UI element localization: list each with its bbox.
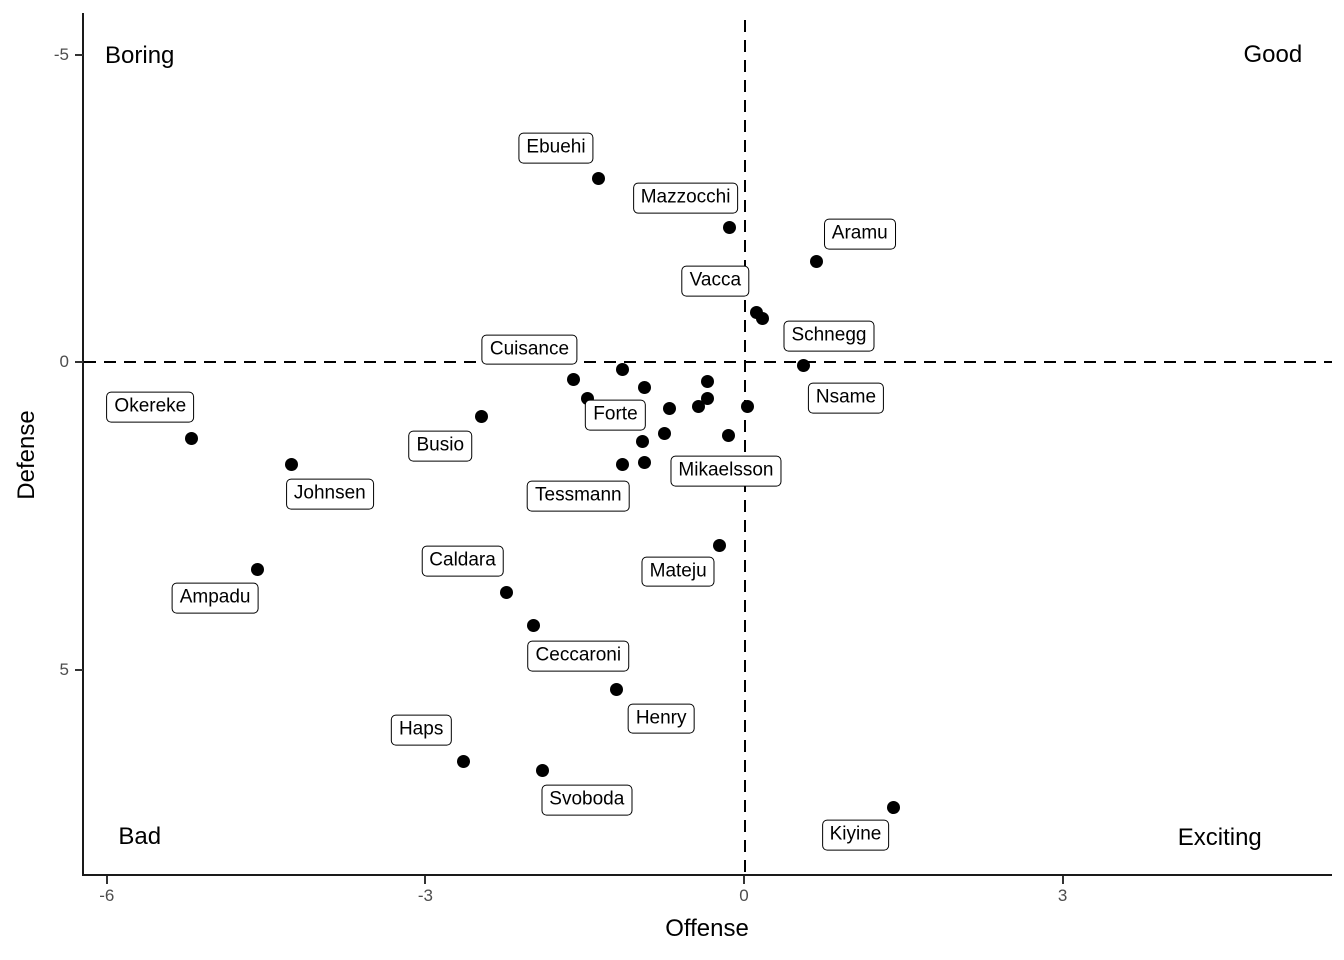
point-johnsen: [285, 457, 299, 471]
quadrant-label-boring: Boring: [105, 41, 175, 69]
point-okereke: [185, 431, 199, 445]
point-haps: [457, 754, 471, 768]
offense-zero-reference-line: [743, 20, 746, 874]
point-henry: [610, 683, 624, 697]
point-kiyine: [887, 800, 901, 814]
point-ceccaroni: [527, 618, 541, 632]
x-tick-label-3: 3: [1057, 886, 1068, 905]
label-caldara: Caldara: [421, 545, 504, 577]
x-tick--3: [424, 876, 427, 884]
label-mateju: Mateju: [641, 556, 715, 588]
label-henry: Henry: [627, 703, 695, 735]
quadrant-label-exciting: Exciting: [1177, 824, 1262, 851]
x-axis-line: [82, 874, 1332, 876]
point-nsame: [740, 399, 754, 413]
point-unlabeled: [637, 456, 651, 470]
label-aramu: Aramu: [823, 218, 896, 250]
y-tick-5: [75, 668, 83, 671]
label-haps: Haps: [390, 714, 452, 746]
point-unlabeled: [616, 363, 630, 377]
point-unlabeled: [657, 427, 671, 441]
y-tick-0: [75, 361, 83, 363]
point-busio: [475, 410, 489, 424]
label-mikaelsson: Mikaelsson: [670, 455, 782, 487]
point-ebuehi: [592, 172, 605, 186]
point-svoboda: [535, 764, 549, 778]
point-cuisance: [566, 373, 580, 387]
label-forte: Forte: [585, 399, 646, 431]
point-ampadu: [251, 563, 265, 577]
point-caldara: [499, 585, 513, 599]
label-cuisance: Cuisance: [481, 334, 578, 366]
x-tick--6: [105, 876, 108, 884]
x-tick-label-0: 0: [739, 886, 749, 905]
label-nsame: Nsame: [807, 382, 885, 414]
label-mazzocchi: Mazzocchi: [632, 182, 739, 214]
y-axis-title: Defense: [13, 410, 40, 500]
point-unlabeled: [635, 435, 649, 449]
point-unlabeled: [755, 312, 769, 326]
label-schnegg: Schnegg: [783, 320, 875, 352]
point-mazzocchi: [722, 221, 736, 235]
quadrant-label-bad: Bad: [118, 822, 162, 850]
x-tick-label--6: -6: [99, 886, 115, 905]
y-tick-label-5: 5: [59, 659, 69, 679]
label-ampadu: Ampadu: [171, 582, 259, 614]
point-aramu: [809, 255, 823, 269]
label-ebuehi: Ebuehi: [518, 132, 594, 164]
point-schnegg: [796, 358, 810, 372]
label-svoboda: Svoboda: [541, 784, 633, 816]
label-kiyine: Kiyine: [821, 819, 890, 851]
y-axis-line: [82, 13, 84, 876]
x-tick-3: [1061, 876, 1064, 884]
y-tick--5: [75, 53, 83, 56]
point-tessmann: [616, 458, 630, 472]
point-unlabeled: [691, 400, 705, 414]
x-tick-label--3: -3: [417, 886, 433, 905]
x-axis-title: Offense: [665, 915, 749, 942]
label-johnsen: Johnsen: [285, 478, 374, 510]
quadrant-label-good: Good: [1243, 41, 1303, 69]
label-vacca: Vacca: [681, 265, 750, 297]
y-tick-label-0: 0: [59, 352, 69, 371]
point-unlabeled: [701, 374, 715, 388]
label-tessmann: Tessmann: [527, 480, 630, 512]
label-ceccaroni: Ceccaroni: [527, 640, 630, 672]
point-unlabeled: [701, 391, 715, 405]
point-unlabeled: [637, 381, 651, 395]
defense-zero-reference-line: [84, 361, 1332, 364]
point-unlabeled: [663, 402, 677, 416]
x-tick-0: [743, 876, 745, 884]
label-busio: Busio: [408, 430, 473, 462]
label-okereke: Okereke: [106, 391, 195, 423]
y-tick-label--5: -5: [53, 44, 69, 64]
point-mateju: [713, 539, 727, 553]
point-mikaelsson: [721, 428, 735, 442]
